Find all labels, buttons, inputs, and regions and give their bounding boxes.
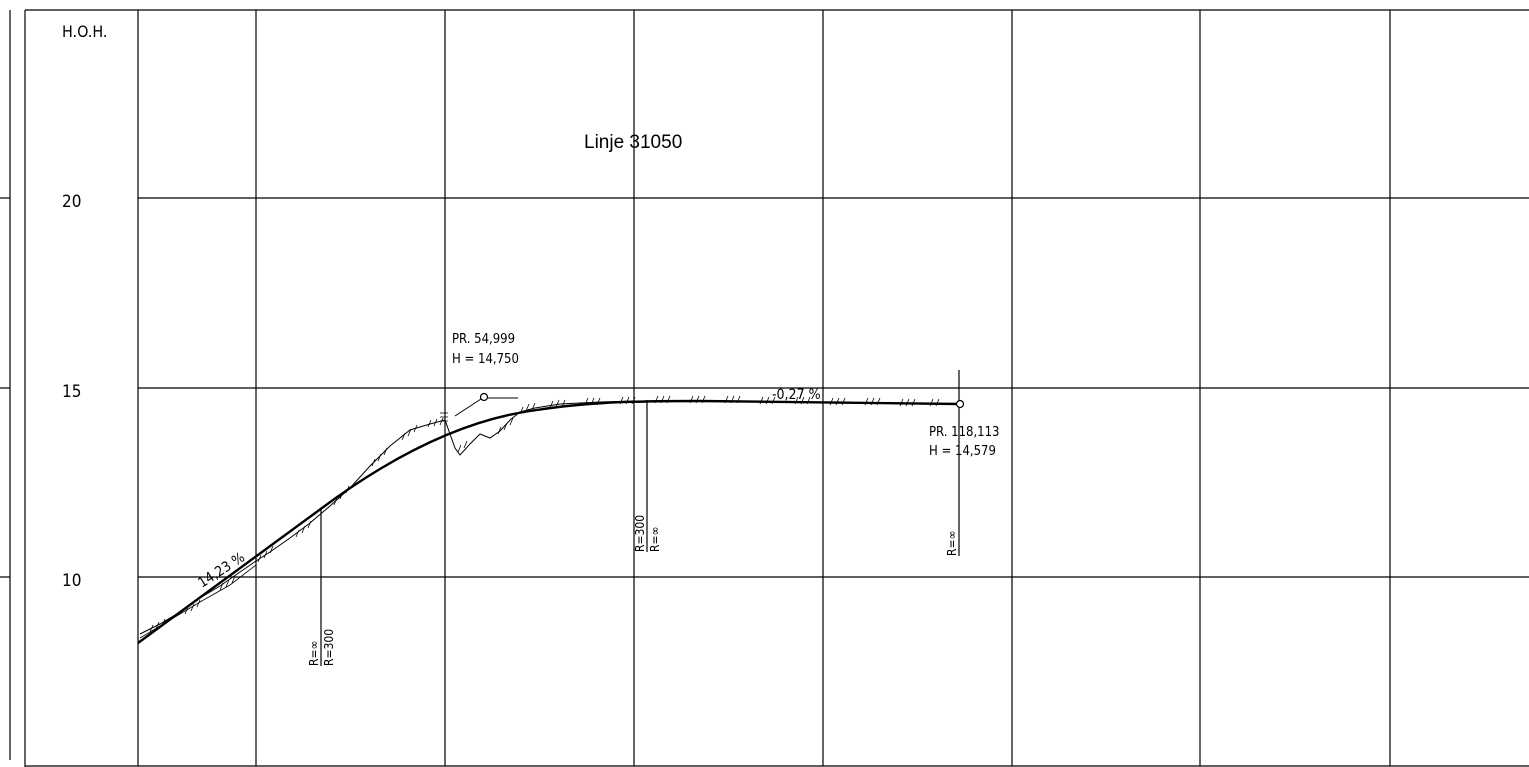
terrain-line <box>139 400 960 635</box>
grade-right-label: -0,27 % <box>772 387 821 403</box>
terrain-hatching <box>149 395 940 633</box>
curve2-radius-b: R=∞ <box>648 526 662 552</box>
pr2-station-label: PR. 118,113 <box>929 425 1000 440</box>
curve2-radius-a: R=300 <box>633 515 647 552</box>
pr1-point <box>479 392 489 402</box>
pr1-leader <box>454 397 518 417</box>
curve1-radius-a: R=∞ <box>307 640 321 666</box>
design-profile-line <box>137 399 961 644</box>
pr2-point <box>955 399 965 409</box>
y-tick-label: 10 <box>62 571 81 591</box>
frame <box>0 9 1529 767</box>
drawing-title: Linje 31050 <box>584 132 682 153</box>
y-tick-label: 20 <box>62 192 81 212</box>
pr2-height-label: H = 14,579 <box>929 444 996 459</box>
curve1-radius-b: R=300 <box>322 629 336 666</box>
grid <box>137 10 1529 766</box>
curve3-radius-a: R=∞ <box>945 530 959 556</box>
axis-label: H.O.H. <box>62 22 107 41</box>
pr1-height-label: H = 14,750 <box>452 352 519 367</box>
y-tick-label: 15 <box>62 382 81 402</box>
pr1-station-label: PR. 54,999 <box>452 332 515 347</box>
